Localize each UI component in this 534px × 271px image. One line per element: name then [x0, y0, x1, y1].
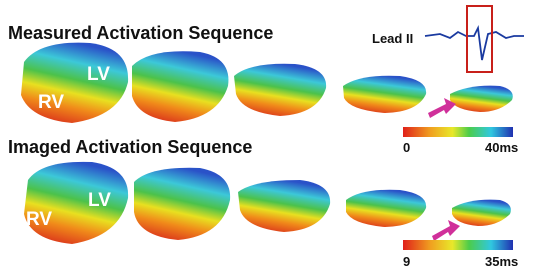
heart [450, 86, 513, 112]
heart [24, 162, 128, 244]
heart [452, 200, 511, 226]
scale-min: 0 [403, 140, 410, 155]
heart [132, 51, 228, 122]
rv-label: RV [26, 209, 52, 230]
panel-title: Measured Activation Sequence [8, 23, 273, 43]
figure: Measured Activation Sequence LV RV Lead … [0, 0, 534, 271]
scale-max: 35ms [485, 254, 518, 269]
ecg-trace [425, 28, 524, 60]
heart [343, 76, 426, 113]
rv-label: RV [38, 92, 64, 113]
ecg-label: Lead II [372, 31, 413, 46]
heart [238, 180, 330, 232]
scale-min: 9 [403, 254, 410, 269]
scale-max: 40ms [485, 140, 518, 155]
lv-label: LV [87, 64, 110, 85]
arrow [432, 220, 460, 241]
colorbar [403, 127, 513, 137]
heart [234, 64, 326, 116]
heart [346, 190, 426, 227]
lv-label: LV [88, 190, 111, 211]
colorbar [403, 240, 513, 250]
panel-title: Imaged Activation Sequence [8, 137, 252, 157]
heart [134, 168, 230, 240]
